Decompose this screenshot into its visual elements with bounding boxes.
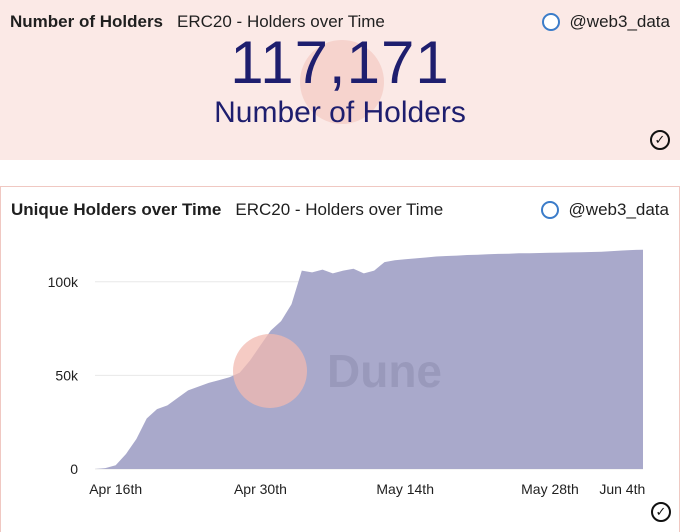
dune-watermark: Dune: [233, 334, 442, 408]
counter-title[interactable]: Number of Holders: [10, 12, 164, 31]
x-tick-label: May 14th: [376, 481, 434, 497]
x-tick-label: Apr 30th: [234, 481, 287, 497]
counter-panel: Number of Holders ERC20 - Holders over T…: [0, 0, 680, 160]
x-tick-label: Jun 4th: [599, 481, 645, 497]
holders-area-series: [95, 249, 643, 469]
check-circle-icon[interactable]: ✓: [650, 130, 670, 150]
author-avatar-icon: [541, 13, 560, 31]
counter-author[interactable]: @web3_data: [541, 12, 670, 32]
chart-title-row: Unique Holders over Time ERC20 - Holders…: [11, 200, 443, 220]
watermark-circle-icon: [233, 334, 307, 408]
watermark-text: Dune: [327, 345, 442, 397]
chart-author[interactable]: @web3_data: [540, 200, 669, 220]
chart-panel: Unique Holders over Time ERC20 - Holders…: [0, 186, 680, 532]
y-tick-label: 50k: [55, 367, 79, 383]
x-tick-label: May 28th: [521, 481, 579, 497]
dune-logo-bubble: [300, 40, 384, 124]
y-tick-label: 100k: [48, 274, 79, 290]
counter-subtitle[interactable]: ERC20 - Holders over Time: [177, 12, 385, 31]
check-circle-icon[interactable]: ✓: [651, 502, 671, 522]
counter-title-row: Number of Holders ERC20 - Holders over T…: [10, 12, 385, 32]
chart-title[interactable]: Unique Holders over Time: [11, 200, 222, 219]
chart-author-name[interactable]: @web3_data: [568, 200, 669, 219]
holders-area-chart: Dune 0 50k 100k Apr 16th Apr 30th May 14th Ma…: [48, 249, 645, 497]
author-avatar-icon: [540, 201, 559, 219]
counter-author-name[interactable]: @web3_data: [569, 12, 670, 31]
x-tick-label: Apr 16th: [89, 481, 142, 497]
counter-value: 117,171: [230, 29, 450, 96]
chart-subtitle[interactable]: ERC20 - Holders over Time: [235, 200, 444, 219]
y-tick-label: 0: [70, 461, 78, 477]
counter-value-label: Number of Holders: [214, 96, 466, 129]
counter-display: 117,171 Number of Holders: [0, 30, 680, 130]
